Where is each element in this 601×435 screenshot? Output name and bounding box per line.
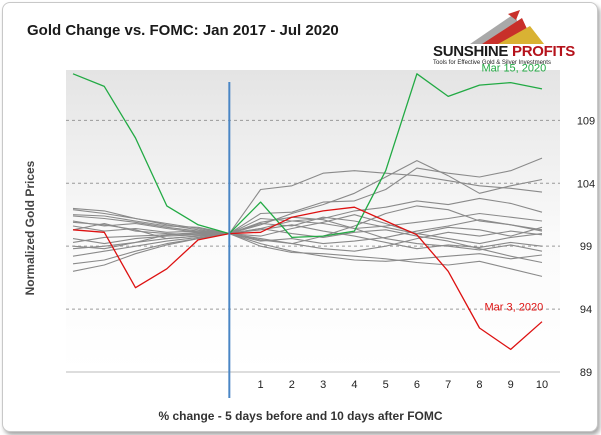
y-tick-label: 94 xyxy=(580,304,592,316)
series-line-gray xyxy=(72,207,543,252)
series-line-gray xyxy=(72,157,543,250)
x-tick-label: 4 xyxy=(351,379,357,391)
series-line-gray xyxy=(72,216,543,245)
x-tick-label: 8 xyxy=(476,379,482,391)
series-label-mar-15-2020: Mar 15, 2020 xyxy=(481,62,546,74)
sunshine-profits-logo-icon xyxy=(468,8,548,53)
y-tick-label: 104 xyxy=(577,178,595,190)
series-line-gray xyxy=(72,214,543,240)
series-line-gray xyxy=(72,224,543,250)
brand-name: SUNSHINE PROFITS xyxy=(433,43,583,60)
series-line-gray xyxy=(72,227,543,272)
series-line-gray xyxy=(72,170,543,235)
series-line-gray xyxy=(72,222,543,277)
series-line-mar-3-2020 xyxy=(72,206,543,351)
series-line-mar-15-2020 xyxy=(72,73,543,239)
chart-title: Gold Change vs. FOMC: Jan 2017 - Jul 202… xyxy=(27,22,339,39)
series-line-gray xyxy=(72,197,543,257)
x-axis-label: % change - 5 days before and 10 days aft… xyxy=(158,409,443,423)
series-label-mar-3-2020: Mar 3, 2020 xyxy=(485,301,544,313)
x-tick-label: 6 xyxy=(414,379,420,391)
y-tick-label: 99 xyxy=(580,241,592,253)
series-line-gray xyxy=(72,220,543,262)
series-line-gray xyxy=(72,160,543,235)
brand-block: SUNSHINE PROFITS Tools for Effective Gol… xyxy=(433,43,583,66)
y-tick-label: 109 xyxy=(577,115,595,127)
brand-name-a: SUNSHINE xyxy=(433,43,509,60)
x-tick-label: 9 xyxy=(508,379,514,391)
brand-name-b: PROFITS xyxy=(512,43,575,60)
series-line-gray xyxy=(72,205,543,265)
x-tick-label: 7 xyxy=(445,379,451,391)
brand-tagline: Tools for Effective Gold & Silver Invest… xyxy=(433,60,551,66)
x-tick-label: 2 xyxy=(289,379,295,391)
series-line-gray xyxy=(72,219,543,250)
x-tick-label: 3 xyxy=(320,379,326,391)
x-tick-label: 10 xyxy=(536,379,548,391)
series-line-gray xyxy=(72,212,543,235)
series-line-gray xyxy=(72,215,543,252)
x-tick-label: 5 xyxy=(383,379,389,391)
x-tick-label: 1 xyxy=(258,379,264,391)
y-tick-label: 89 xyxy=(580,367,592,379)
